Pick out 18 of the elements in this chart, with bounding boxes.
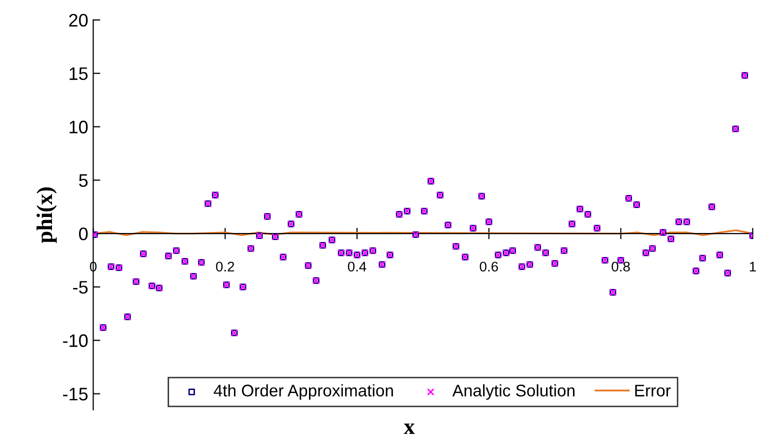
y-tick-label: 15 xyxy=(70,67,88,80)
legend-label: Analytic Solution xyxy=(452,384,574,400)
y-tick-label: 5 xyxy=(79,174,88,187)
y-tick-label: -15 xyxy=(63,388,88,400)
legend-label: Error xyxy=(635,384,671,396)
legend-label: 4th Order Approximation xyxy=(214,384,393,400)
y-tick-label: 20 xyxy=(69,14,88,27)
x-tick-label: 0.4 xyxy=(348,262,366,272)
y-tick-label: 0 xyxy=(79,227,88,240)
y-tick-label: 10 xyxy=(70,120,88,134)
x-axis-title: x xyxy=(404,424,415,434)
y-axis-title: phi(x) xyxy=(36,187,57,243)
x-tick-label: 0.8 xyxy=(612,262,630,272)
x-tick-label: 1 xyxy=(750,262,756,272)
x-tick-label: 0.2 xyxy=(216,262,234,272)
y-tick-label: -10 xyxy=(63,334,88,348)
x-tick-label: 0.6 xyxy=(480,262,498,272)
y-tick-label: -5 xyxy=(73,281,88,294)
